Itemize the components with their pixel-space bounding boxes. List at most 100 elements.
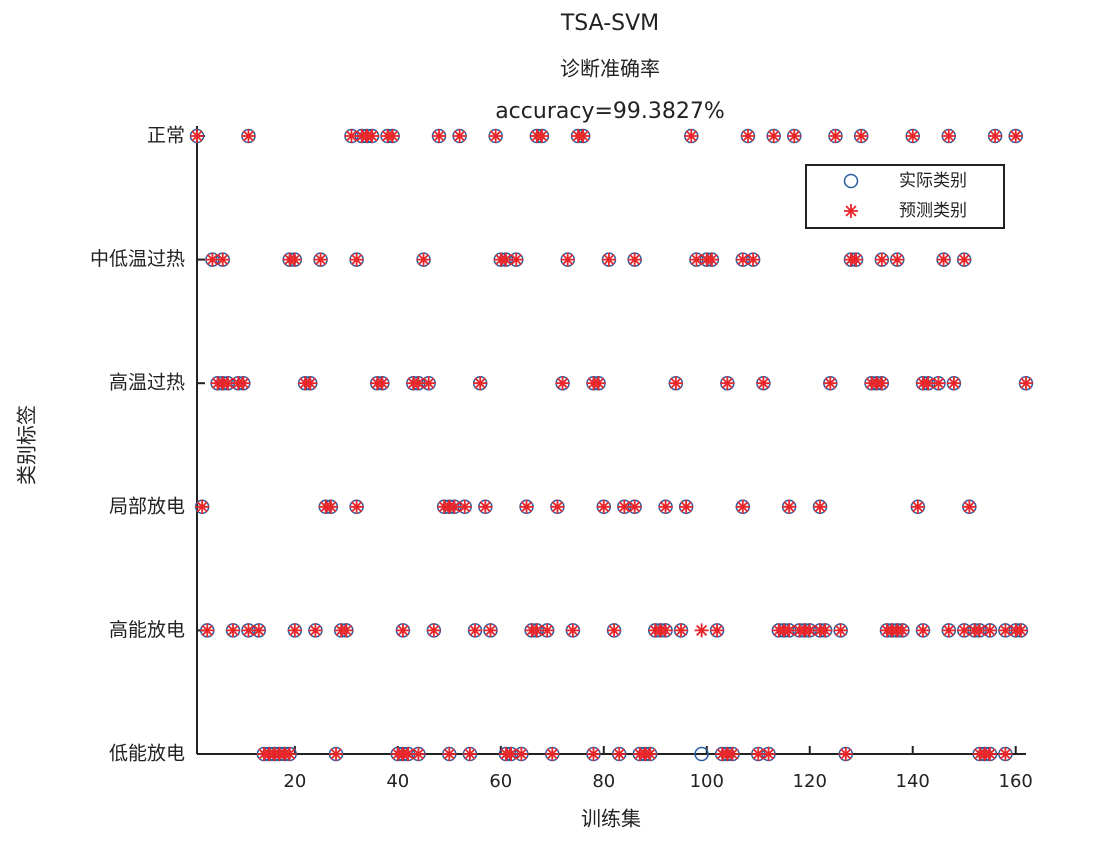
actual-point bbox=[694, 746, 709, 762]
predicted-point bbox=[457, 499, 472, 514]
predicted-point bbox=[339, 623, 354, 638]
predicted-point bbox=[498, 252, 513, 267]
predicted-point bbox=[751, 747, 766, 761]
predicted-point bbox=[658, 623, 673, 638]
predicted-point bbox=[555, 376, 570, 391]
predicted-point bbox=[694, 623, 709, 638]
x-tick-label: 120 bbox=[793, 771, 827, 792]
predicted-point bbox=[921, 376, 936, 391]
predicted-point bbox=[195, 499, 210, 514]
x-tick-label: 20 bbox=[283, 771, 306, 792]
predicted-point bbox=[982, 747, 997, 761]
predicted-point bbox=[190, 129, 204, 143]
predicted-point bbox=[720, 376, 735, 391]
y-tick-label: 高能放电 bbox=[109, 619, 185, 641]
predicted-point bbox=[591, 376, 606, 391]
predicted-point bbox=[818, 623, 833, 638]
predicted-point bbox=[998, 747, 1013, 761]
predicted-point bbox=[483, 623, 498, 638]
predicted-point bbox=[766, 129, 781, 143]
predicted-point bbox=[874, 252, 889, 267]
predicted-point bbox=[545, 747, 560, 761]
predicted-point bbox=[874, 376, 889, 391]
predicted-point bbox=[411, 747, 426, 761]
predicted-point bbox=[596, 499, 611, 514]
predicted-point bbox=[782, 623, 797, 638]
predicted-point bbox=[220, 376, 235, 391]
predicted-point bbox=[282, 747, 297, 761]
predicted-point bbox=[601, 252, 616, 267]
predicted-point bbox=[962, 499, 977, 514]
predicted-point bbox=[916, 623, 931, 638]
x-tick-label: 60 bbox=[489, 771, 512, 792]
predicted-point bbox=[349, 499, 364, 514]
predicted-point bbox=[910, 499, 925, 514]
chart-subtitle: 诊断准确率 bbox=[560, 57, 660, 81]
predicted-point bbox=[226, 623, 241, 638]
predicted-point bbox=[1008, 129, 1023, 143]
predicted-point bbox=[514, 747, 529, 761]
predicted-point bbox=[478, 499, 493, 514]
predicted-point bbox=[519, 499, 534, 514]
predicted-point bbox=[401, 747, 416, 761]
y-tick-label: 高温过热 bbox=[109, 372, 185, 394]
predicted-point bbox=[432, 129, 447, 143]
predicted-point bbox=[658, 499, 673, 514]
predicted-point bbox=[957, 623, 972, 638]
predicted-point bbox=[205, 252, 220, 267]
predicted-point bbox=[684, 129, 699, 143]
predicted-point bbox=[756, 376, 771, 391]
predicted-point bbox=[905, 129, 920, 143]
predicted-point bbox=[782, 499, 797, 514]
predicted-point bbox=[668, 376, 683, 391]
predicted-point bbox=[1013, 623, 1028, 638]
predicted-point bbox=[395, 623, 410, 638]
y-tick-label: 中低温过热 bbox=[90, 248, 185, 270]
predicted-point bbox=[308, 623, 323, 638]
predicted-point bbox=[473, 376, 488, 391]
predicted-point bbox=[710, 623, 725, 638]
predicted-point bbox=[982, 623, 997, 638]
predicted-point bbox=[972, 623, 987, 638]
predicted-point bbox=[550, 499, 565, 514]
y-tick-label: 低能放电 bbox=[109, 743, 185, 765]
predicted-point bbox=[529, 623, 544, 638]
predicted-point bbox=[761, 747, 776, 761]
predicted-point bbox=[998, 623, 1013, 638]
predicted-point bbox=[643, 747, 658, 761]
predicted-point bbox=[452, 129, 467, 143]
predicted-point bbox=[344, 129, 359, 143]
x-tick-label: 80 bbox=[592, 771, 615, 792]
predicted-point bbox=[854, 129, 869, 143]
predicted-point bbox=[540, 623, 555, 638]
y-tick-label: 局部放电 bbox=[109, 495, 185, 517]
predicted-point bbox=[468, 623, 483, 638]
predicted-point bbox=[509, 252, 524, 267]
predicted-point bbox=[607, 623, 622, 638]
predicted-point bbox=[890, 252, 905, 267]
predicted-point bbox=[802, 623, 817, 638]
predicted-point bbox=[251, 623, 266, 638]
predicted-point bbox=[385, 129, 400, 143]
predicted-point bbox=[560, 252, 575, 267]
predicted-point bbox=[746, 252, 761, 267]
predicted-point bbox=[426, 623, 441, 638]
predicted-point bbox=[421, 376, 436, 391]
predicted-point bbox=[534, 129, 549, 143]
predicted-point bbox=[447, 499, 462, 514]
predicted-point bbox=[241, 623, 256, 638]
x-tick-label: 140 bbox=[896, 771, 930, 792]
predicted-point bbox=[287, 252, 302, 267]
predicted-point bbox=[679, 499, 694, 514]
predicted-point bbox=[740, 129, 755, 143]
predicted-point bbox=[576, 129, 591, 143]
predicted-point bbox=[236, 376, 251, 391]
predicted-point bbox=[735, 499, 750, 514]
predicted-point bbox=[849, 252, 864, 267]
predicted-point bbox=[704, 252, 719, 267]
legend-marker bbox=[844, 204, 858, 218]
predicted-point bbox=[627, 252, 642, 267]
x-tick-label: 160 bbox=[999, 771, 1033, 792]
